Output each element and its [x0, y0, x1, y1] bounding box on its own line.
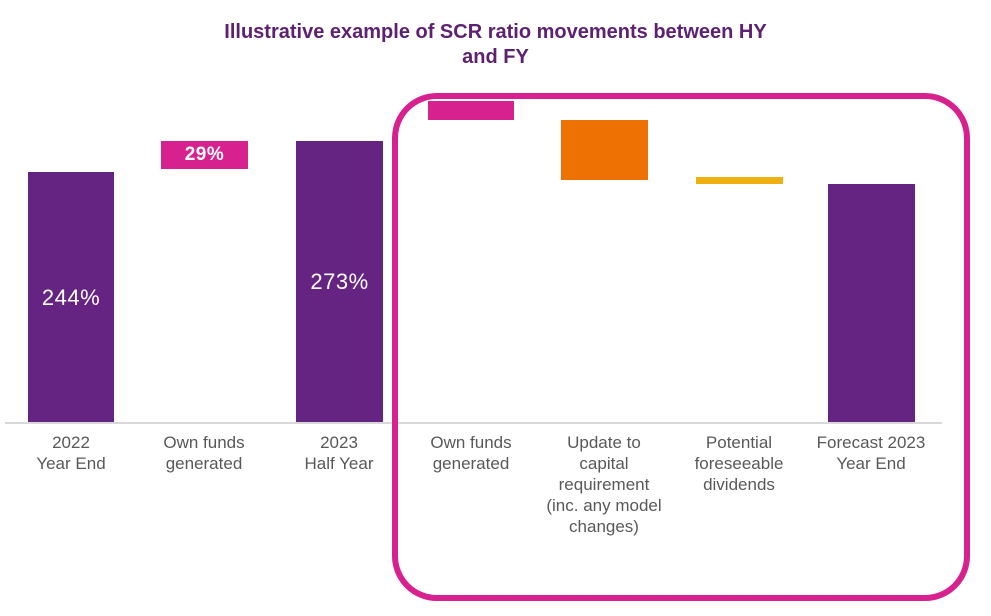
bar-value-label: 273% — [310, 269, 369, 294]
x-label-own-funds-generated-h1: Own funds generated — [163, 433, 245, 473]
bar-forecast-2023-year-end — [828, 184, 915, 423]
x-label-2023-half-year: 2023 Half Year — [304, 433, 374, 473]
x-label-own-funds-generated-h2: Own funds generated — [430, 433, 512, 473]
x-label-2022-year-end: 2022 Year End — [36, 433, 106, 473]
bar-update-capital-requirement — [561, 120, 648, 180]
bar-2022-year-end: 244% — [28, 172, 114, 423]
bar-own-funds-generated-h1: 29% — [161, 141, 248, 169]
x-axis-line — [5, 422, 942, 424]
bar-own-funds-generated-h2 — [428, 101, 514, 120]
x-label-potential-foreseeable-dividends: Potential foreseeable dividends — [694, 433, 784, 494]
bar-potential-foreseeable-dividends — [696, 177, 783, 184]
x-label-forecast-2023-year-end: Forecast 2023 Year End — [816, 433, 926, 473]
bar-2023-half-year: 273% — [296, 141, 383, 423]
bar-value-label: 244% — [41, 284, 101, 310]
bar-value-label: 29% — [184, 144, 225, 165]
chart-title: Illustrative example of SCR ratio moveme… — [224, 21, 767, 68]
x-label-update-capital-requirement: Update to capital requirement (inc. any mod… — [546, 433, 662, 536]
